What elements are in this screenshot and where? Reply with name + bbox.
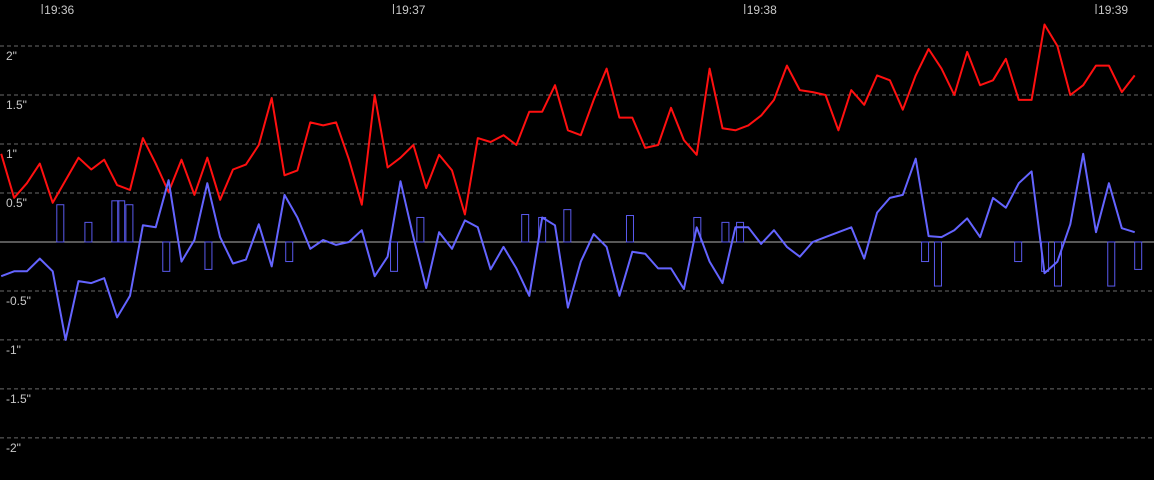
bar (625, 215, 634, 243)
bar (521, 214, 530, 243)
data-line (0, 23, 1136, 216)
bar (204, 241, 213, 270)
y-tick-label: 1.5" (6, 98, 27, 112)
bar (921, 241, 930, 263)
bar (736, 221, 745, 243)
bar (416, 216, 425, 243)
bar (285, 241, 294, 263)
bar (390, 241, 399, 272)
bar (693, 216, 702, 243)
y-tick-label: -1.5" (6, 392, 31, 406)
x-tick-label: 19:39 (1098, 3, 1128, 17)
y-tick-label: 1" (6, 147, 17, 161)
bar (1134, 241, 1143, 270)
bar (1107, 241, 1116, 287)
bar (56, 204, 65, 243)
y-tick-label: 2" (6, 49, 17, 63)
bar (721, 221, 730, 243)
bar (162, 241, 171, 272)
x-tick-label: 19:37 (395, 3, 425, 17)
data-line (0, 152, 1135, 341)
bar (117, 200, 126, 243)
y-tick-label: -2" (6, 441, 21, 455)
bar (563, 209, 572, 243)
x-tick-label: 19:36 (44, 3, 74, 17)
bar (1014, 241, 1023, 263)
y-tick-label: 0.5" (6, 196, 27, 210)
bar (84, 221, 93, 243)
bar (933, 241, 942, 287)
y-tick-label: -0.5" (6, 294, 31, 308)
x-tick-label: 19:38 (747, 3, 777, 17)
y-tick-label: -1" (6, 343, 21, 357)
bar (125, 204, 134, 243)
bar (111, 200, 120, 243)
